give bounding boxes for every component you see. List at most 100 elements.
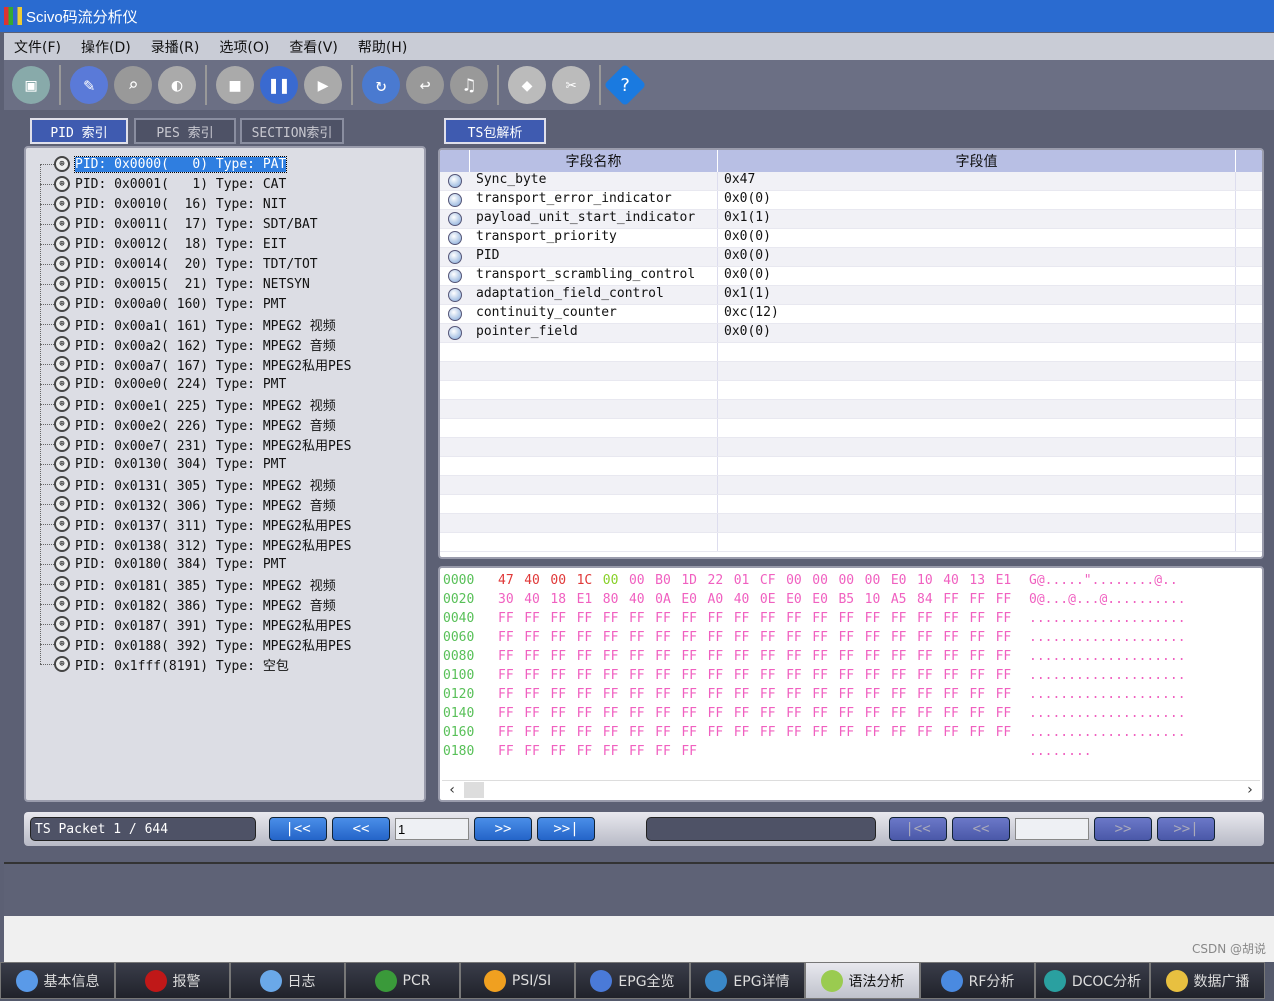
toolbar-button[interactable]: ■ xyxy=(216,66,254,104)
table-row[interactable]: adaptation_field_control 0x1(1) xyxy=(440,286,1262,305)
table-row[interactable]: payload_unit_start_indicator 0x1(1) xyxy=(440,210,1262,229)
hex-byte: FF xyxy=(786,725,802,740)
tree-item[interactable]: ⊕ PID: 0x0010( 16) Type: NIT xyxy=(26,194,424,214)
taskbar-tab[interactable]: EPG全览 xyxy=(575,962,690,999)
tree-item[interactable]: ⊕ PID: 0x00a1( 161) Type: MPEG2 视频 xyxy=(26,314,424,334)
menu-item[interactable]: 录播(R) xyxy=(150,39,200,56)
field-value: 0x0(0) xyxy=(718,229,1236,247)
toolbar-button[interactable]: ◐ xyxy=(158,66,196,104)
first-packet-button[interactable]: |<< xyxy=(269,817,327,841)
tree-item[interactable]: ⊕ PID: 0x0012( 18) Type: EIT xyxy=(26,234,424,254)
taskbar-tab[interactable]: 报警 xyxy=(115,962,230,999)
taskbar-tab[interactable]: 日志 xyxy=(230,962,345,999)
toolbar-button[interactable]: ❚❚ xyxy=(260,66,298,104)
tree-item[interactable]: ⊕ PID: 0x00e7( 231) Type: MPEG2私用PES xyxy=(26,434,424,454)
secondary-next-button[interactable]: >> xyxy=(1094,817,1152,841)
pid-node-icon: ⊕ xyxy=(54,616,70,632)
last-packet-button[interactable]: >>| xyxy=(537,817,595,841)
table-row[interactable]: transport_error_indicator 0x0(0) xyxy=(440,191,1262,210)
tree-item[interactable]: ⊕ PID: 0x1fff(8191) Type: 空包 xyxy=(26,654,424,674)
table-row[interactable]: transport_scrambling_control 0x0(0) xyxy=(440,267,1262,286)
hex-byte: FF xyxy=(786,706,802,721)
tree-item[interactable]: ⊕ PID: 0x00a7( 167) Type: MPEG2私用PES xyxy=(26,354,424,374)
tree-item-label: PID: 0x0137( 311) Type: MPEG2私用PES xyxy=(75,518,352,534)
scroll-thumb[interactable] xyxy=(464,781,484,798)
tree-item[interactable]: ⊕ PID: 0x0187( 391) Type: MPEG2私用PES xyxy=(26,614,424,634)
tree-item[interactable]: ⊕ PID: 0x0182( 386) Type: MPEG2 音频 xyxy=(26,594,424,614)
tree-item[interactable]: ⊕ PID: 0x00e1( 225) Type: MPEG2 视频 xyxy=(26,394,424,414)
tree-item[interactable]: ⊕ PID: 0x00e2( 226) Type: MPEG2 音频 xyxy=(26,414,424,434)
prev-packet-button[interactable]: << xyxy=(332,817,390,841)
menu-item[interactable]: 查看(V) xyxy=(289,39,338,56)
taskbar-tab[interactable]: PCR xyxy=(345,962,460,999)
taskbar-tab[interactable]: 数据广播 xyxy=(1150,962,1265,999)
toolbar-button[interactable]: ♫ xyxy=(450,66,488,104)
toolbar-button[interactable]: ◆ xyxy=(508,66,546,104)
toolbar-button[interactable]: ↻ xyxy=(362,66,400,104)
toolbar-button[interactable]: ▣ xyxy=(12,66,50,104)
tree-item[interactable]: ⊕ PID: 0x0130( 304) Type: PMT xyxy=(26,454,424,474)
tab-ts-packet-parse[interactable]: TS包解析 xyxy=(444,118,546,144)
toolbar-button[interactable]: ✎ xyxy=(70,66,108,104)
packet-number-input[interactable] xyxy=(395,818,469,840)
taskbar-tab[interactable]: RF分析 xyxy=(920,962,1035,999)
secondary-number-input[interactable] xyxy=(1015,818,1089,840)
table-row[interactable]: Sync_byte 0x47 xyxy=(440,172,1262,191)
toolbar-button[interactable]: ✂ xyxy=(552,66,590,104)
tree-item[interactable]: ⊕ PID: 0x0011( 17) Type: SDT/BAT xyxy=(26,214,424,234)
secondary-prev-button[interactable]: << xyxy=(952,817,1010,841)
cell xyxy=(718,343,1236,361)
tree-item[interactable]: ⊕ PID: 0x0001( 1) Type: CAT xyxy=(26,174,424,194)
tab-pid-index[interactable]: PID 索引 xyxy=(30,118,128,144)
help-icon: ? xyxy=(619,74,631,96)
tree-item[interactable]: ⊕ PID: 0x0000( 0) Type: PAT xyxy=(26,154,424,174)
hex-byte: FF xyxy=(969,725,986,740)
tree-item[interactable]: ⊕ PID: 0x00a2( 162) Type: MPEG2 音频 xyxy=(26,334,424,354)
next-packet-button[interactable]: >> xyxy=(474,817,532,841)
tree-item[interactable]: ⊕ PID: 0x0015( 21) Type: NETSYN xyxy=(26,274,424,294)
secondary-last-button[interactable]: >>| xyxy=(1157,817,1215,841)
tree-item[interactable]: ⊕ PID: 0x0188( 392) Type: MPEG2私用PES xyxy=(26,634,424,654)
scroll-left-icon[interactable]: ‹ xyxy=(448,781,457,798)
menu-item[interactable]: 帮助(H) xyxy=(357,39,408,56)
tree-item[interactable]: ⊕ PID: 0x00e0( 224) Type: PMT xyxy=(26,374,424,394)
hex-byte: 13 xyxy=(969,573,986,588)
toolbar-button[interactable]: ? xyxy=(603,63,647,107)
toolbar-button[interactable]: ↩ xyxy=(406,66,444,104)
tree-item[interactable]: ⊕ PID: 0x0137( 311) Type: MPEG2私用PES xyxy=(26,514,424,534)
taskbar-tab[interactable]: EPG详情 xyxy=(690,962,805,999)
tab-pes-index[interactable]: PES 索引 xyxy=(134,118,236,144)
menu-item[interactable]: 选项(O) xyxy=(219,39,270,56)
table-row[interactable]: continuity_counter 0xc(12) xyxy=(440,305,1262,324)
header-field-value[interactable]: 字段值 xyxy=(718,150,1236,172)
pid-node-icon: ⊕ xyxy=(54,176,70,192)
hex-byte: 10 xyxy=(917,573,933,588)
tree-item[interactable]: ⊕ PID: 0x00a0( 160) Type: PMT xyxy=(26,294,424,314)
menu-item[interactable]: 文件(F) xyxy=(14,39,61,56)
hex-byte: FF xyxy=(602,706,619,721)
table-row[interactable]: pointer_field 0x0(0) xyxy=(440,324,1262,343)
tab-section-index[interactable]: SECTION索引 xyxy=(240,118,344,144)
taskbar-tab[interactable]: 基本信息 xyxy=(0,962,115,999)
hex-byte: FF xyxy=(628,649,645,664)
secondary-first-button[interactable]: |<< xyxy=(889,817,947,841)
taskbar-label: PCR xyxy=(402,972,431,989)
tree-item[interactable]: ⊕ PID: 0x0014( 20) Type: TDT/TOT xyxy=(26,254,424,274)
horizontal-scrollbar[interactable]: ‹ › xyxy=(442,780,1260,798)
header-field-name[interactable]: 字段名称 xyxy=(470,150,718,172)
taskbar-tab[interactable]: DCOC分析 xyxy=(1035,962,1150,999)
tree-item[interactable]: ⊕ PID: 0x0132( 306) Type: MPEG2 音频 xyxy=(26,494,424,514)
table-row[interactable]: transport_priority 0x0(0) xyxy=(440,229,1262,248)
tree-item[interactable]: ⊕ PID: 0x0181( 385) Type: MPEG2 视频 xyxy=(26,574,424,594)
tree-item[interactable]: ⊕ PID: 0x0138( 312) Type: MPEG2私用PES xyxy=(26,534,424,554)
hex-byte: FF xyxy=(628,668,645,683)
menu-item[interactable]: 操作(D) xyxy=(80,39,131,56)
taskbar-tab[interactable]: PSI/SI xyxy=(460,962,575,999)
toolbar-button[interactable]: ⌕ xyxy=(114,66,152,104)
scroll-right-icon[interactable]: › xyxy=(1245,781,1254,798)
taskbar-tab[interactable]: 语法分析 xyxy=(805,962,920,999)
tree-item[interactable]: ⊕ PID: 0x0131( 305) Type: MPEG2 视频 xyxy=(26,474,424,494)
tree-item[interactable]: ⊕ PID: 0x0180( 384) Type: PMT xyxy=(26,554,424,574)
toolbar-button[interactable]: ▶ xyxy=(304,66,342,104)
table-row[interactable]: PID 0x0(0) xyxy=(440,248,1262,267)
